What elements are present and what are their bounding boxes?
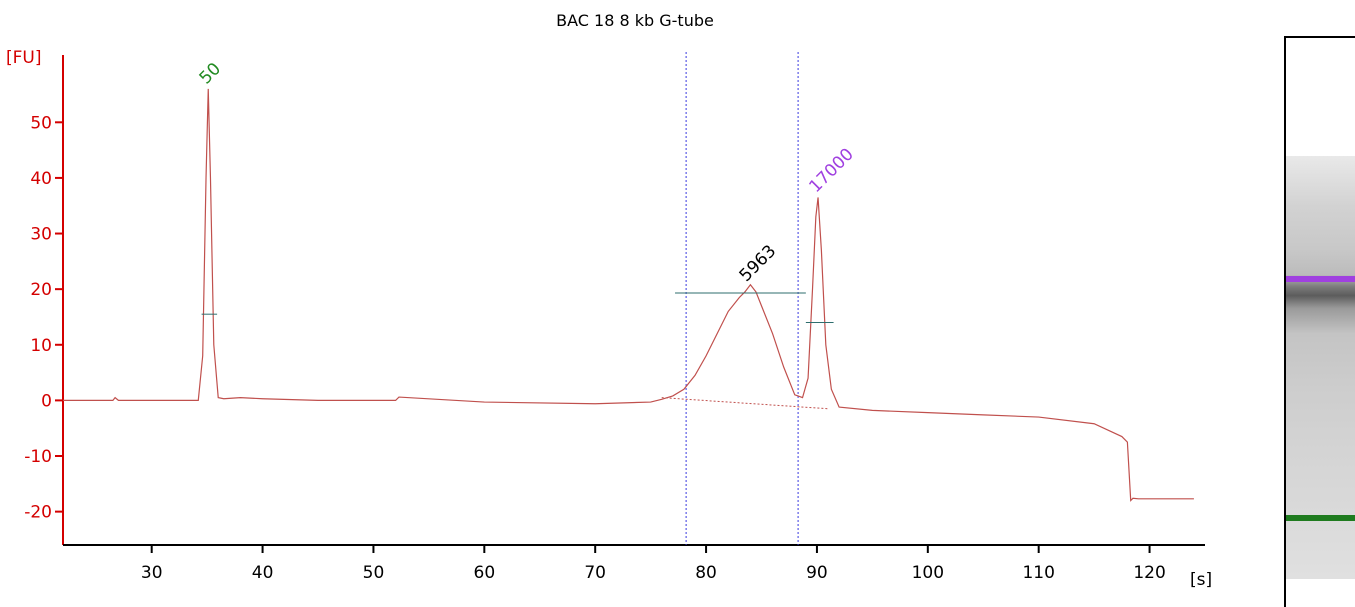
y-tick-label: 20	[30, 280, 52, 300]
chart-title: BAC 18 8 kb G-tube	[556, 11, 714, 30]
gel-band-lower-marker	[1286, 515, 1355, 521]
x-tick-label: 70	[584, 563, 606, 583]
x-tick-label: 100	[912, 563, 944, 583]
x-tick-label: 50	[363, 563, 385, 583]
data-series	[63, 88, 1194, 502]
peak-annotations: 50 5963 17000	[196, 59, 858, 324]
y-tick-label: 10	[30, 336, 52, 356]
gel-lane	[1286, 156, 1355, 579]
y-tick-label: -20	[24, 503, 52, 523]
x-tick-label: 80	[695, 563, 717, 583]
gel-band-upper-marker	[1286, 276, 1355, 282]
x-tick-label: 110	[1022, 563, 1054, 583]
electropherogram-chart: BAC 18 8 kb G-tube [FU] [s] -20 -10 0 10 20 3…	[6, 11, 1212, 590]
y-tick-label: -10	[24, 447, 52, 467]
x-tick-label: 30	[141, 563, 163, 583]
y-axis-unit: [FU]	[6, 48, 42, 68]
axes: -20 -10 0 10 20 30 40 50 30 40 50 60 70 80 90 100 110 120	[24, 55, 1205, 583]
y-tick-label: 0	[41, 391, 52, 411]
series-line	[63, 88, 1194, 502]
x-tick-label: 60	[474, 563, 496, 583]
x-tick-label: 40	[252, 563, 274, 583]
x-tick-label: 90	[806, 563, 828, 583]
peak-label: 50	[196, 59, 225, 88]
peak-label: 5963	[736, 241, 781, 286]
gel-image	[1284, 36, 1355, 607]
x-tick-label: 120	[1133, 563, 1165, 583]
region-markers	[685, 52, 799, 545]
peak-baseline	[661, 397, 829, 410]
peak-label: 17000	[805, 145, 857, 197]
y-tick-label: 40	[30, 169, 52, 189]
x-axis-unit: [s]	[1190, 570, 1212, 590]
y-tick-label: 50	[30, 113, 52, 133]
y-tick-label: 30	[30, 225, 52, 245]
